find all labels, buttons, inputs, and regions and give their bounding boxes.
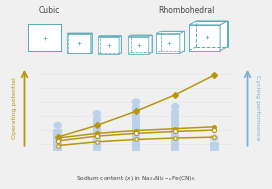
Polygon shape — [220, 21, 228, 51]
FancyBboxPatch shape — [210, 142, 219, 151]
Ellipse shape — [171, 103, 180, 110]
Polygon shape — [189, 21, 228, 25]
Polygon shape — [128, 37, 149, 54]
Text: Cycling performance: Cycling performance — [255, 75, 260, 140]
Text: Rhombohedral: Rhombohedral — [158, 6, 214, 15]
Polygon shape — [98, 36, 121, 37]
Text: Cubic: Cubic — [39, 6, 60, 15]
Polygon shape — [156, 31, 184, 34]
FancyBboxPatch shape — [53, 129, 62, 151]
FancyBboxPatch shape — [132, 105, 140, 151]
FancyBboxPatch shape — [92, 117, 101, 151]
Ellipse shape — [210, 134, 219, 142]
Ellipse shape — [53, 122, 62, 129]
Polygon shape — [189, 25, 220, 51]
Polygon shape — [98, 37, 119, 54]
Polygon shape — [156, 34, 180, 53]
Polygon shape — [67, 34, 91, 53]
Polygon shape — [128, 35, 152, 37]
Polygon shape — [67, 33, 92, 34]
Text: Operating potential: Operating potential — [12, 77, 17, 139]
Polygon shape — [119, 36, 121, 54]
Text: Sodium content ($x$) in Na$_{2x}$Ni$_{2-x}$Fe(CN)$_6$: Sodium content ($x$) in Na$_{2x}$Ni$_{2-… — [76, 174, 196, 183]
Polygon shape — [28, 24, 61, 51]
Ellipse shape — [132, 98, 140, 105]
Ellipse shape — [92, 110, 101, 117]
Polygon shape — [91, 33, 92, 53]
FancyBboxPatch shape — [171, 110, 180, 151]
Polygon shape — [180, 31, 184, 53]
Polygon shape — [149, 35, 152, 54]
